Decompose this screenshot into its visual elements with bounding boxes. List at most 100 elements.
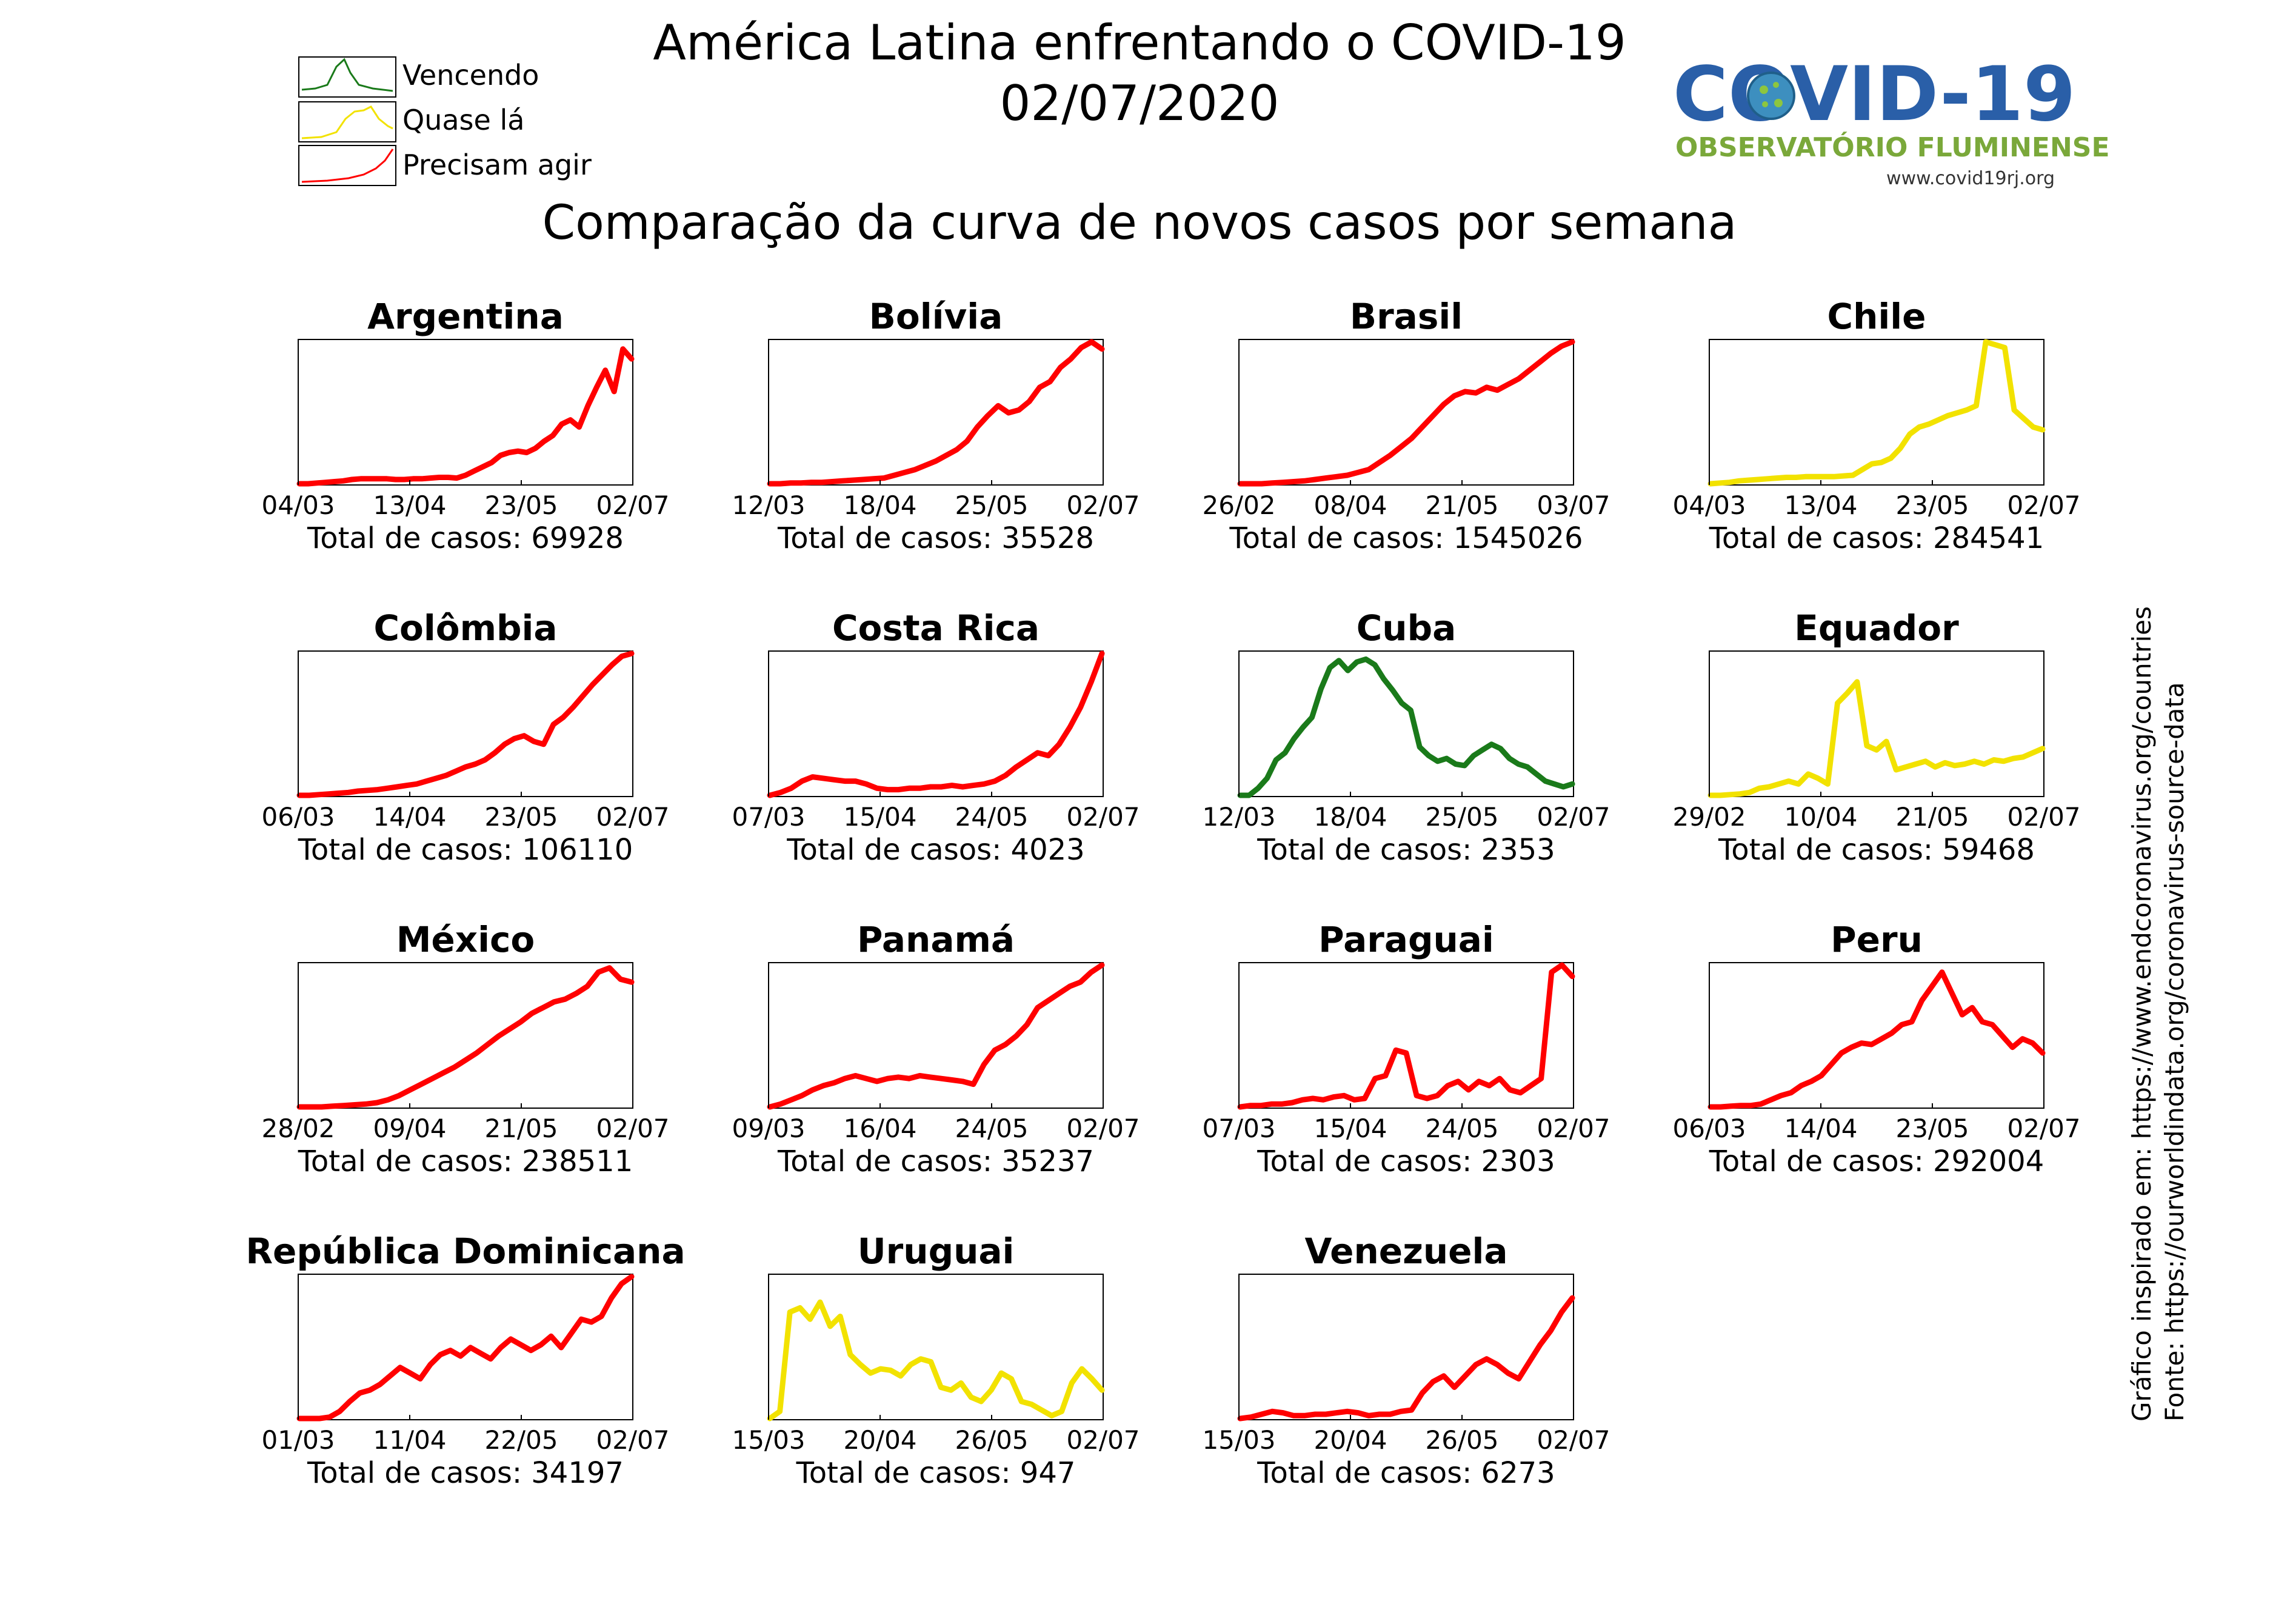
x-tick-label: 02/07 — [1537, 1114, 1610, 1143]
series-line — [1707, 969, 2046, 1110]
total-cases: Total de casos: 1545026 — [1229, 521, 1583, 555]
panel-title: República Dominicana — [245, 1231, 685, 1272]
x-tick-label: 20/04 — [843, 1425, 916, 1455]
x-tick-label: 09/04 — [373, 1114, 446, 1143]
panel-title: Chile — [1827, 296, 1926, 337]
x-tick-label: 29/02 — [1672, 802, 1746, 832]
total-cases: Total de casos: 35237 — [777, 1144, 1094, 1178]
x-tick-label: 26/05 — [955, 1425, 1028, 1455]
x-tick-label: 24/05 — [1425, 1114, 1498, 1143]
x-tick-label: 02/07 — [1537, 802, 1610, 832]
figure-date: 02/07/2020 — [1000, 75, 1279, 132]
x-tick-label: 20/04 — [1313, 1425, 1387, 1455]
x-tick-label: 02/07 — [1066, 490, 1140, 520]
x-tick-label: 24/05 — [955, 802, 1028, 832]
total-cases: Total de casos: 69928 — [307, 521, 624, 555]
x-tick-label: 18/04 — [843, 490, 916, 520]
x-tick-label: 16/04 — [843, 1114, 916, 1143]
x-tick-label: 02/07 — [596, 490, 669, 520]
x-tick-label: 09/03 — [732, 1114, 805, 1143]
series-line — [296, 650, 635, 798]
panel-title: Peru — [1831, 919, 1923, 960]
panel-title: Argentina — [367, 296, 564, 337]
total-cases: Total de casos: 4023 — [786, 833, 1084, 867]
x-tick-label: 02/07 — [1066, 1114, 1140, 1143]
series-line — [767, 1299, 1105, 1422]
series-line — [1237, 656, 1575, 798]
x-tick-label: 12/03 — [732, 490, 805, 520]
x-tick-label: 21/05 — [1425, 490, 1498, 520]
panel-title: Paraguai — [1318, 919, 1494, 960]
x-tick-label: 02/07 — [596, 1425, 669, 1455]
series-line — [767, 962, 1105, 1110]
legend-label-red: Precisam agir — [402, 149, 592, 181]
plot-frame — [1238, 1274, 1574, 1420]
series-line — [296, 1274, 635, 1422]
x-tick-label: 13/04 — [1784, 490, 1857, 520]
x-tick-label: 13/04 — [373, 490, 446, 520]
series-line — [1707, 679, 2046, 798]
x-tick-label: 23/05 — [484, 490, 558, 520]
legend-label-yellow: Quase lá — [402, 104, 524, 136]
x-tick-label: 08/04 — [1313, 490, 1387, 520]
logo-org: OBSERVATÓRIO FLUMINENSE — [1675, 131, 2110, 163]
x-tick-label: 06/03 — [1672, 1114, 1746, 1143]
x-tick-label: 23/05 — [1895, 490, 1969, 520]
x-tick-label: 04/03 — [1672, 490, 1746, 520]
panel-title: Brasil — [1350, 296, 1463, 337]
panel-title: Cuba — [1357, 607, 1457, 649]
logo: COVID-19 OBSERVATÓRIO FLUMINENSE www.cov… — [1673, 51, 2110, 189]
series-line — [1237, 1295, 1575, 1422]
total-cases: Total de casos: 35528 — [777, 521, 1094, 555]
total-cases: Total de casos: 238511 — [298, 1144, 633, 1178]
x-tick-label: 26/05 — [1425, 1425, 1498, 1455]
x-tick-label: 04/03 — [261, 490, 335, 520]
panel-republica-dominicana: República Dominicana 01/03 11/04 22/05 02/07… — [245, 1231, 685, 1490]
panel-title: Uruguai — [858, 1231, 1015, 1272]
plot-frame — [298, 339, 633, 486]
legend-swatch-green-line — [301, 58, 393, 92]
x-tick-label: 28/02 — [261, 1114, 335, 1143]
plot-frame — [1709, 962, 2044, 1109]
total-cases: Total de casos: 59468 — [1718, 833, 2035, 867]
plot-frame — [298, 650, 633, 797]
x-tick-label: 26/02 — [1202, 490, 1275, 520]
x-tick-label: 07/03 — [1202, 1114, 1275, 1143]
x-tick-label: 23/05 — [1895, 1114, 1969, 1143]
series-line — [296, 965, 635, 1110]
x-tick-label: 14/04 — [373, 802, 446, 832]
legend: Vencendo Quase lá Precisam agir — [298, 56, 592, 186]
plot-frame — [768, 1274, 1104, 1420]
x-tick-label: 07/03 — [732, 802, 805, 832]
series-line — [1237, 962, 1575, 1110]
plot-frame — [298, 1274, 633, 1420]
x-tick-label: 25/05 — [1425, 802, 1498, 832]
x-tick-label: 15/04 — [843, 802, 916, 832]
panel-title: Panamá — [857, 919, 1015, 960]
x-tick-label: 03/07 — [1537, 490, 1610, 520]
plot-frame — [298, 962, 633, 1109]
total-cases: Total de casos: 34197 — [307, 1456, 624, 1490]
x-tick-label: 02/07 — [596, 802, 669, 832]
total-cases: Total de casos: 947 — [796, 1456, 1076, 1490]
legend-swatch-green-box — [298, 56, 396, 98]
x-tick-label: 23/05 — [484, 802, 558, 832]
panel-title: Equador — [1794, 607, 1959, 649]
legend-label-green: Vencendo — [402, 59, 539, 92]
virus-icon — [1747, 72, 1795, 120]
x-tick-label: 06/03 — [261, 802, 335, 832]
x-tick-label: 02/07 — [1066, 802, 1140, 832]
plot-frame — [768, 650, 1104, 797]
plot-frame — [1238, 650, 1574, 797]
